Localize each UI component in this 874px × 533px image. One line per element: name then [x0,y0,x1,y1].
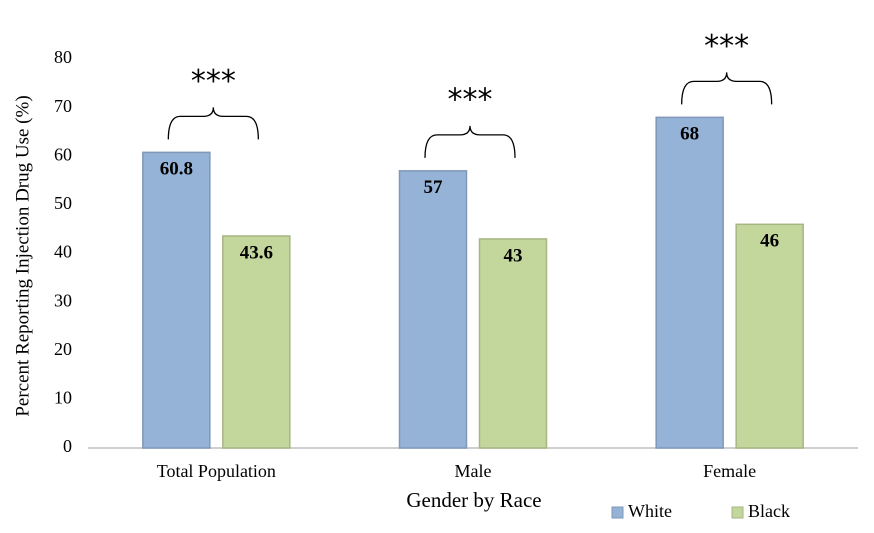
y-tick-label: 40 [54,242,72,262]
y-tick-label: 80 [54,47,72,67]
brace [681,72,773,105]
legend-label: White [628,501,672,521]
x-axis-title: Gender by Race [406,488,541,512]
legend-label: Black [748,501,790,521]
bar [478,238,548,449]
value-label: 68 [680,124,699,145]
significance: *** [448,82,493,117]
value-label: 60.8 [160,159,193,180]
y-tick-label: 10 [54,388,72,408]
brace [424,125,516,158]
x-tick-label: Male [455,461,492,481]
significance: *** [704,29,749,64]
x-tick-label: Female [703,461,756,481]
bar [655,116,724,449]
y-tick-label: 20 [54,339,72,359]
y-tick-label: 50 [54,193,72,213]
bar [222,235,291,449]
significance: *** [191,64,236,99]
y-tick-label: 30 [54,290,72,310]
y-tick-label: 60 [54,144,72,164]
value-label: 46 [760,231,779,252]
brace [167,107,259,140]
value-label: 43.6 [240,242,273,263]
value-label: 57 [424,177,444,198]
y-tick-label: 0 [63,436,72,456]
legend-swatch [731,506,744,519]
x-tick-label: Total Population [157,461,276,481]
legend-swatch [611,506,624,519]
bar [398,170,468,449]
y-tick-label: 70 [54,96,72,116]
bar [735,223,804,449]
value-label: 43 [504,245,523,266]
y-axis-title: Percent Reporting Injection Drug Use (%) [12,95,33,416]
bar [142,151,211,449]
